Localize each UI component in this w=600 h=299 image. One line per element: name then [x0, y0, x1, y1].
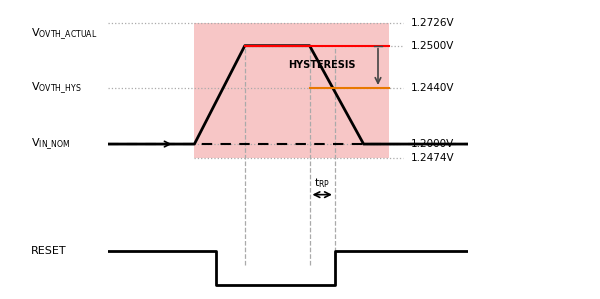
Text: 1.2500V: 1.2500V — [410, 41, 454, 51]
Text: 1.2474V: 1.2474V — [410, 153, 454, 163]
Text: RESET: RESET — [31, 246, 66, 256]
Bar — [194, 23, 389, 158]
Text: V$_{\mathregular{OVTH\_HYS}}$: V$_{\mathregular{OVTH\_HYS}}$ — [31, 80, 82, 96]
Text: HYSTERESIS: HYSTERESIS — [288, 60, 355, 70]
Text: 1.2440V: 1.2440V — [410, 83, 454, 93]
Text: V$_{\mathregular{OVTH\_ACTUAL}}$: V$_{\mathregular{OVTH\_ACTUAL}}$ — [31, 27, 97, 42]
Text: t$_{\mathregular{RP}}$: t$_{\mathregular{RP}}$ — [314, 176, 331, 190]
Text: 1.2000V: 1.2000V — [410, 139, 454, 149]
Text: V$_{\mathregular{IN\_NOM}}$: V$_{\mathregular{IN\_NOM}}$ — [31, 136, 70, 152]
Text: 1.2726V: 1.2726V — [410, 18, 454, 28]
